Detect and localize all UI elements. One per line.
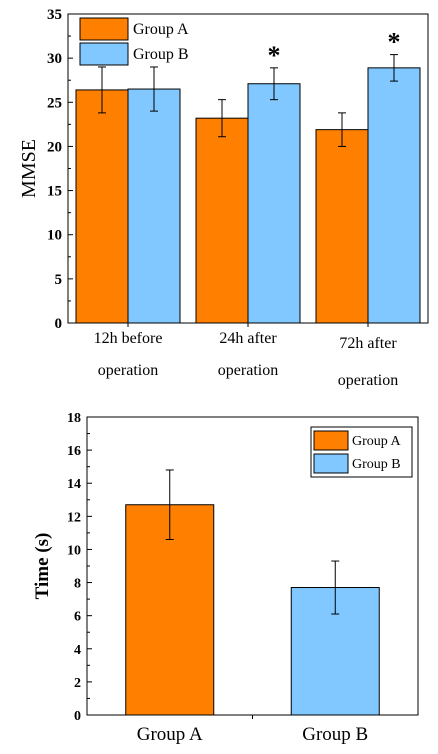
- time-chart: 0 2 4 6 8 10 12 14 16 18 Time (s) Group A Group B Gro…: [32, 411, 419, 745]
- y-tick-label: 8: [74, 577, 81, 592]
- y-tick-label: 2: [74, 676, 81, 691]
- y-tick-label: 10: [47, 228, 62, 244]
- legend-label: Group B: [352, 457, 401, 472]
- y-tick-label: 12: [67, 510, 81, 525]
- x-category-label: operation: [338, 372, 398, 389]
- y-axis-label: MMSE: [18, 139, 40, 198]
- mmse-chart: 0 5 10 15 20 25 30 35 MMSE 12h before operation 24h…: [18, 7, 429, 389]
- y-tick-label: 0: [55, 316, 63, 332]
- y-tick-label: 16: [67, 444, 81, 459]
- y-axis-label: Time (s): [32, 533, 53, 600]
- bar-group-a: [195, 117, 249, 324]
- bar-group-b: [247, 83, 301, 324]
- x-category-label: operation: [218, 362, 278, 379]
- significance-marker: *: [388, 28, 401, 57]
- y-tick-label: 6: [74, 610, 81, 625]
- bar-group-a: [75, 89, 129, 324]
- y-tick-label: 4: [74, 643, 81, 658]
- bar-group-b: [127, 88, 181, 324]
- x-category-label: operation: [98, 362, 158, 379]
- bar-group-b: [367, 67, 421, 324]
- x-category-label: Group B: [302, 724, 368, 745]
- legend-label: Group A: [352, 434, 402, 449]
- y-tick-label: 15: [47, 184, 62, 200]
- legend-swatch: [79, 17, 129, 41]
- legend-swatch: [313, 453, 349, 474]
- legend-swatch: [79, 42, 129, 66]
- x-category-label: 12h before: [94, 330, 163, 347]
- y-tick-label: 18: [67, 411, 81, 426]
- y-tick-label: 35: [47, 7, 62, 23]
- x-category-label: 72h after: [339, 335, 397, 352]
- legend-label: Group B: [133, 46, 189, 63]
- y-tick-label: 14: [67, 477, 81, 492]
- y-tick-label: 10: [67, 543, 81, 558]
- y-tick-label: 20: [47, 139, 62, 155]
- y-tick-label: 0: [74, 709, 81, 724]
- x-category-label: 24h after: [219, 330, 277, 347]
- legend-swatch: [313, 430, 349, 451]
- y-tick-label: 30: [47, 51, 62, 67]
- significance-marker: *: [268, 41, 281, 70]
- y-tick-label: 5: [55, 272, 63, 288]
- y-tick-label: 25: [47, 95, 62, 111]
- x-category-label: Group A: [137, 724, 203, 745]
- bar-group-a: [315, 129, 369, 324]
- legend-label: Group A: [133, 21, 189, 38]
